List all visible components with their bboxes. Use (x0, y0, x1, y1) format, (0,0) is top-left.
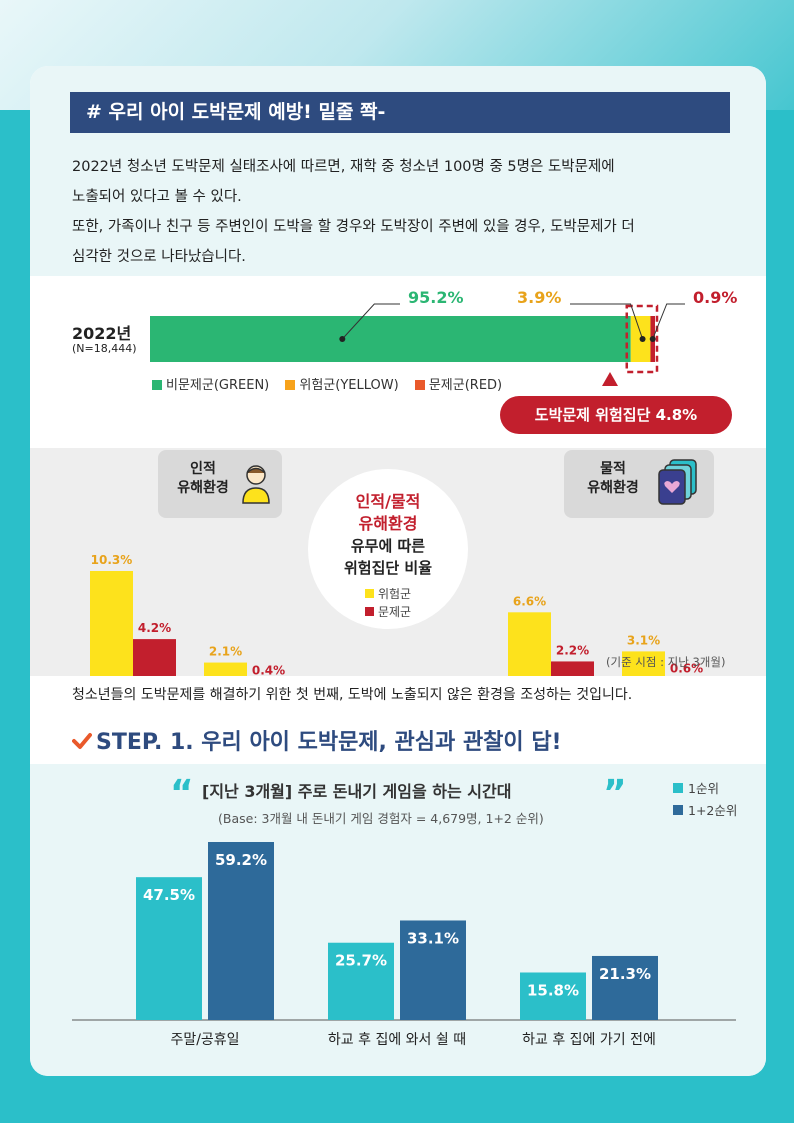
closing-text: 청소년들의 도박문제를 해결하기 위한 첫 번째, 도박에 노출되지 않은 환경… (72, 687, 633, 703)
env-bar (622, 651, 665, 676)
stacked-legend: 비문제군(GREEN) 위험군(YELLOW) 문제군(RED) (152, 374, 514, 393)
stacked-category-label: 2022년 (72, 324, 132, 343)
legend-swatch (152, 380, 162, 390)
time-bar-value-label: 47.5% (143, 886, 195, 904)
tag-line: 물적 (600, 461, 626, 477)
legend-item-red: 문제군(RED) (414, 378, 503, 393)
env-bar (508, 612, 551, 676)
red-leader-line (652, 303, 685, 340)
time-chart-subtitle: (Base: 3개월 내 돈내기 게임 경험자 = 4,679명, 1+2 순위… (218, 811, 544, 826)
cards-icon (658, 459, 697, 505)
env-bar-value-label: 0.6% (670, 661, 703, 675)
time-bar-chart: 47.5% 59.2% 주말/공휴일 25.7% 33.1% 하교 후 집에 와서 쉴 때… (72, 842, 736, 1048)
step-heading-text: STEP. 1. 우리 아이 도박문제, 관심과 관찰이 답! (96, 730, 562, 755)
time-bar-value-label: 33.1% (407, 929, 459, 947)
content-card: # 우리 아이 도박문제 예방! 밑줄 쫙- 2022년 청소년 도박문제 실태… (30, 66, 766, 1076)
green-leader-line (341, 303, 400, 340)
green-leader-dot (339, 336, 346, 342)
risk-dashed-box (625, 304, 659, 374)
intro-text: 2022년 청소년 도박문제 실태조사에 따르면, 재학 중 청소년 100명 … (72, 152, 732, 272)
legend-swatch (285, 380, 296, 390)
intro-line: 또한, 가족이나 친구 등 주변인이 도박을 할 경우와 도박장이 주변에 있을… (72, 219, 635, 235)
env-bar (90, 571, 133, 676)
page-title: # 우리 아이 도박문제 예방! 밑줄 쫙- (70, 92, 730, 133)
yellow-value-label: 3.9% (517, 288, 562, 307)
circle-legend-item: 문제군 (308, 603, 468, 621)
env-bar-value-label: 4.2% (138, 621, 171, 635)
legend-item-green: 비문제군(GREEN) (152, 378, 269, 393)
open-quote-icon: “ (170, 773, 194, 814)
circle-subtitle-line: 위험집단 비율 (343, 559, 433, 577)
center-label-circle: 인적/물적 유해환경 유무에 따른 위험집단 비율 위험군 문제군 (308, 469, 468, 629)
check-icon (72, 733, 92, 749)
stacked-segment-1 (150, 316, 631, 362)
stacked-category-note: (N=18,444) (72, 342, 137, 355)
env-bar (551, 661, 594, 676)
circle-subtitle-line: 유무에 따른 (350, 537, 426, 555)
env-bar-value-label: 10.3% (91, 553, 133, 567)
legend-label: 1+2순위 (688, 803, 738, 818)
intro-line: 노출되어 있다고 볼 수 있다. (72, 189, 242, 205)
step-heading: STEP. 1. 우리 아이 도박문제, 관심과 관찰이 답! (72, 724, 562, 756)
red-value-label: 0.9% (693, 288, 738, 307)
env-bar-value-label: 3.1% (627, 633, 660, 647)
intro-line: 2022년 청소년 도박문제 실태조사에 따르면, 재학 중 청소년 100명 … (72, 159, 615, 175)
legend-item-rank1: 1순위 (673, 778, 737, 800)
legend-item-rank12: 1+2순위 (673, 800, 737, 822)
time-bar (400, 920, 466, 1020)
legend-swatch (364, 589, 374, 598)
legend-label: 1순위 (688, 781, 719, 796)
yellow-leader-dot (639, 336, 646, 342)
red-leader-dot (649, 336, 656, 342)
time-legend: 1순위 1+2순위 (673, 778, 737, 822)
time-bar (328, 942, 394, 1020)
env-bar-value-label: 2.2% (556, 643, 589, 657)
legend-label: 위험군 (377, 587, 412, 601)
legend-label: 위험군(YELLOW) (299, 378, 399, 393)
risk-group-badge: 도박문제 위험집단 4.8% (500, 396, 732, 434)
time-category-label: 주말/공휴일 (170, 1032, 239, 1048)
legend-label: 비문제군(GREEN) (166, 378, 270, 393)
time-chart-title: [지난 3개월] 주로 돈내기 게임을 하는 시간대 (202, 782, 512, 801)
time-bar-value-label: 15.8% (527, 981, 579, 999)
env-bar-value-label: 6.6% (513, 594, 546, 608)
legend-label: 문제군 (377, 605, 412, 619)
time-bar-value-label: 25.7% (335, 952, 387, 970)
time-bar-value-label: 59.2% (215, 851, 267, 869)
green-value-label: 95.2% (408, 288, 464, 307)
time-bar (592, 955, 658, 1020)
legend-swatch (364, 607, 374, 616)
env-bar (133, 639, 176, 676)
tag-line: 유해환경 (587, 480, 639, 496)
close-quote-icon: ” (603, 773, 627, 814)
tag-line: 인적 (190, 461, 216, 477)
env-bar-value-label: 2.1% (209, 645, 242, 659)
legend-swatch (673, 805, 683, 815)
environment-bar-chart: 10.3%4.2%있다2.1%0.4%없다6.6%2.2%있다3.1%0.6%없… (90, 553, 703, 676)
legend-label: 문제군(RED) (428, 378, 503, 393)
legend-swatch (414, 380, 425, 390)
circle-title-line: 인적/물적 (355, 492, 421, 511)
time-bar (208, 842, 274, 1020)
reference-period-note: (기준 시점 : 지난 3개월) (606, 655, 726, 669)
person-icon (242, 465, 270, 504)
stacked-bar-chart (150, 303, 685, 386)
circle-title-line: 유해환경 (358, 514, 418, 533)
time-category-label: 하교 후 집에 가기 전에 (522, 1032, 656, 1048)
time-bar (520, 972, 586, 1020)
legend-swatch (673, 783, 683, 793)
circle-legend-item: 위험군 (308, 585, 468, 603)
yellow-leader-line (570, 303, 644, 340)
env-bar-value-label: 0.4% (252, 664, 285, 676)
time-bar-value-label: 21.3% (599, 965, 651, 983)
person-env-tag: 인적 유해환경 (158, 450, 282, 518)
time-category-label: 하교 후 집에 와서 쉴 때 (328, 1032, 466, 1048)
badge-pointer (602, 372, 618, 386)
time-bar (136, 877, 202, 1020)
tag-line: 유해환경 (177, 480, 229, 496)
legend-item-yellow: 위험군(YELLOW) (285, 378, 399, 393)
intro-line: 심각한 것으로 나타났습니다. (72, 249, 246, 265)
env-bar (204, 662, 247, 676)
